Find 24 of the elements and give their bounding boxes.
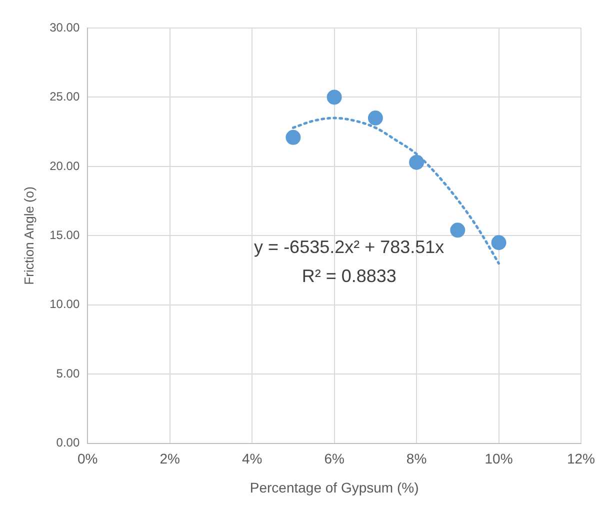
point [491, 235, 506, 250]
annotation: R² = 0.8833 [302, 266, 396, 286]
point [326, 90, 342, 105]
x-tick-label: 2% [160, 450, 180, 467]
annotation: y = -6535.2x² + 783.51x [254, 237, 444, 258]
point [450, 222, 466, 238]
y-tick-label: 15.00 [50, 228, 80, 242]
x-tick-label: 4% [242, 450, 262, 467]
x-tick-label: 10% [484, 450, 513, 467]
x-tick-label: 12% [566, 450, 596, 467]
y-axis-title: Friction Angle (o) [21, 186, 36, 285]
point [286, 130, 301, 145]
y-tick-label: 0.00 [56, 436, 80, 450]
y-tick-label: 20.00 [50, 158, 80, 173]
x-tick-label: 6% [324, 450, 344, 467]
y-tick-label: 10.00 [50, 297, 80, 312]
point [409, 154, 424, 170]
point [368, 110, 383, 126]
y-tick-label: 25.00 [50, 90, 80, 104]
x-tick-label: 0% [78, 450, 98, 467]
y-tick-label: 30.00 [50, 20, 80, 34]
x-tick-label: 8% [406, 450, 427, 467]
y-tick-label: 5.00 [56, 366, 80, 380]
x-axis-title: Percentage of Gypsum (%) [250, 479, 419, 496]
